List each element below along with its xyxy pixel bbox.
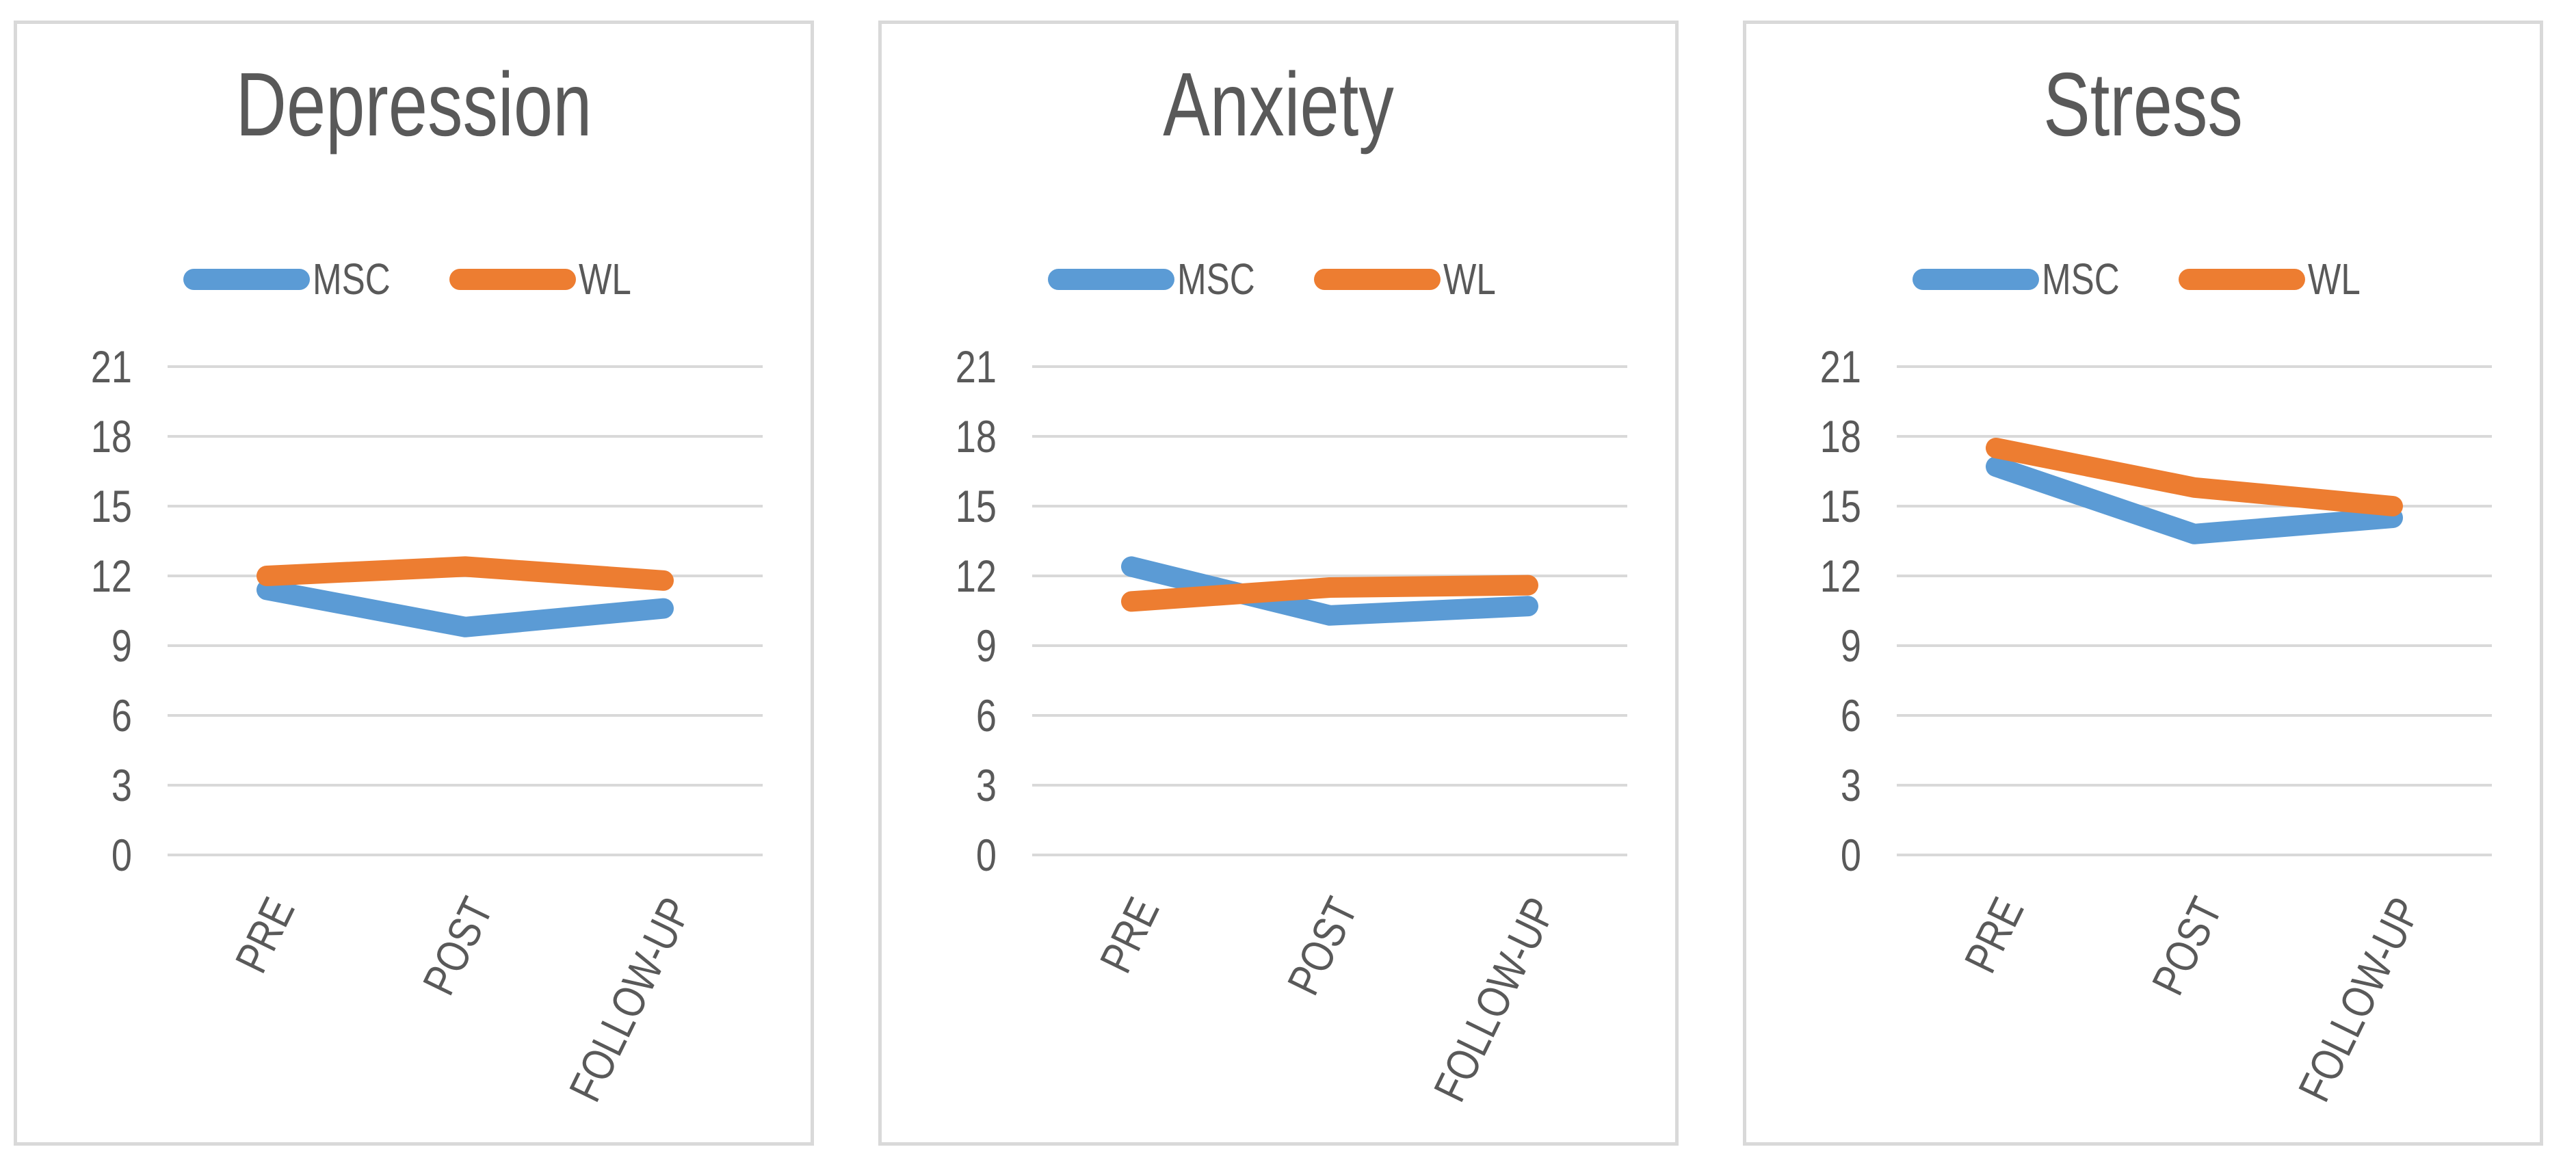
x-category-label-pre: PRE (225, 890, 304, 981)
chart-title-depression: Depression (235, 54, 592, 155)
legend-item-msc: MSC (1047, 254, 1274, 304)
series-line-wl (1121, 575, 1538, 612)
legend-label-msc: MSC (312, 254, 391, 304)
y-tick-label-9: 9 (976, 620, 997, 671)
y-tick-label-0: 0 (111, 830, 132, 880)
wl-line-swatch (2179, 268, 2306, 290)
wl-line-swatch (449, 268, 577, 290)
y-tick-label-12: 12 (91, 551, 132, 601)
legend-label-wl: WL (579, 254, 631, 304)
y-tick-label-21: 21 (956, 341, 997, 392)
x-category-label-pre: PRE (1954, 890, 2034, 981)
chart-panel-anxiety: 21 18 15 12 9 6 3 0 PRE POST FOLLOW-UP Anxiety MSC… (878, 21, 1679, 1146)
y-tick-label-21: 21 (91, 341, 132, 392)
series-line-msc (257, 579, 674, 637)
series-line-wl (1986, 438, 2403, 516)
x-category-label-follow-up: FOLLOW-UP (1423, 890, 1565, 1109)
y-tick-label-6: 6 (111, 690, 132, 741)
anxiety-line-chart-canvas: 21 18 15 12 9 6 3 0 PRE POST FOLLOW-UP (956, 341, 1627, 1109)
series-line-msc (1121, 556, 1538, 626)
y-tick-label-3: 3 (976, 760, 997, 810)
msc-line-swatch (183, 268, 310, 290)
y-tick-label-18: 18 (91, 411, 132, 462)
y-tick-label-15: 15 (1820, 481, 1861, 531)
stress-line-chart-canvas: 21 18 15 12 9 6 3 0 PRE POST FOLLOW-UP (1820, 341, 2492, 1109)
msc-line-swatch (1912, 268, 2039, 290)
wl-line-swatch (1314, 268, 1441, 290)
x-category-label-follow-up: FOLLOW-UP (559, 890, 700, 1109)
x-category-label-post: POST (1277, 890, 1367, 1003)
y-tick-label-12: 12 (1820, 551, 1861, 601)
legend-anxiety: MSC WL (882, 254, 1675, 304)
legend-depression: MSC WL (17, 254, 811, 304)
series-line-wl (257, 556, 674, 591)
y-tick-label-0: 0 (1841, 830, 1861, 880)
legend-item-msc: MSC (183, 254, 410, 304)
y-tick-label-9: 9 (111, 620, 132, 671)
chart-panel-stress: 21 18 15 12 9 6 3 0 PRE POST FOLLOW-UP Stress MSC … (1743, 21, 2543, 1146)
y-tick-label-9: 9 (1841, 620, 1861, 671)
chart-title-stress: Stress (2043, 54, 2243, 155)
x-category-label-post: POST (2142, 890, 2231, 1003)
msc-line-swatch (1047, 268, 1174, 290)
legend-item-wl: WL (1314, 254, 1509, 304)
legend-stress: MSC WL (1746, 254, 2540, 304)
y-tick-label-0: 0 (976, 830, 997, 880)
legend-label-msc: MSC (1177, 254, 1255, 304)
x-category-label-post: POST (412, 890, 502, 1003)
chart-title-anxiety: Anxiety (1163, 54, 1394, 155)
y-tick-label-21: 21 (1820, 341, 1861, 392)
y-tick-label-12: 12 (956, 551, 997, 601)
legend-label-msc: MSC (2041, 254, 2120, 304)
y-tick-label-15: 15 (91, 481, 132, 531)
y-tick-label-18: 18 (1820, 411, 1861, 462)
y-tick-label-6: 6 (976, 690, 997, 741)
legend-item-wl: WL (449, 254, 644, 304)
chart-panel-depression: 21 18 15 12 9 6 3 0 PRE POST FOLLOW-UP Depression … (14, 21, 814, 1146)
x-category-label-pre: PRE (1090, 890, 1169, 981)
charts-row: 21 18 15 12 9 6 3 0 PRE POST FOLLOW-UP Depression … (14, 21, 2543, 1146)
y-tick-label-3: 3 (1841, 760, 1861, 810)
legend-item-msc: MSC (1912, 254, 2139, 304)
series-line-msc (1986, 456, 2403, 544)
x-category-label-follow-up: FOLLOW-UP (2288, 890, 2430, 1109)
y-tick-label-3: 3 (111, 760, 132, 810)
legend-item-wl: WL (2179, 254, 2374, 304)
y-tick-label-18: 18 (956, 411, 997, 462)
y-tick-label-15: 15 (956, 481, 997, 531)
y-tick-label-6: 6 (1841, 690, 1861, 741)
depression-line-chart-canvas: 21 18 15 12 9 6 3 0 PRE POST FOLLOW-UP (91, 341, 763, 1109)
legend-label-wl: WL (1443, 254, 1496, 304)
legend-label-wl: WL (2308, 254, 2361, 304)
